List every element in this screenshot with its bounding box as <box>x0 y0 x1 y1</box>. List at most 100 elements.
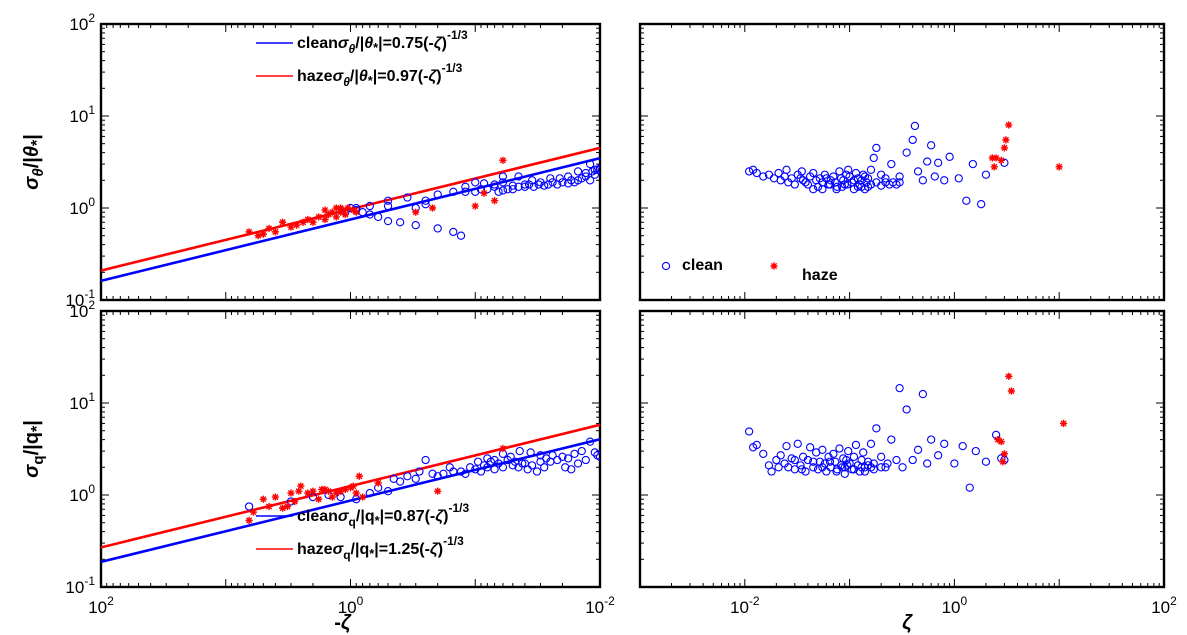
clean-point <box>818 185 827 194</box>
clean-point <box>923 459 932 468</box>
clean-point <box>774 463 783 472</box>
clean-point <box>527 176 537 185</box>
clean-point <box>860 467 870 476</box>
clean-point <box>585 159 595 169</box>
clean-point <box>498 178 508 187</box>
clean-point <box>950 459 959 468</box>
clean-point <box>866 165 876 174</box>
haze-point <box>332 213 340 221</box>
clean-point <box>934 158 943 167</box>
haze-point <box>499 156 507 164</box>
clean-point <box>813 465 823 474</box>
clean-point <box>927 141 936 150</box>
haze-point <box>321 215 329 224</box>
clean-point <box>797 167 806 176</box>
tick-marks <box>640 311 1164 587</box>
haze-point <box>309 218 317 226</box>
clean-point <box>490 465 499 474</box>
clean-point <box>822 467 831 476</box>
haze-point <box>997 438 1005 446</box>
clean-point <box>506 452 515 461</box>
haze-point <box>315 213 323 221</box>
clean-point <box>465 463 475 472</box>
clean-point <box>471 178 480 187</box>
haze-point <box>295 487 303 495</box>
clean-point <box>918 176 928 185</box>
clean-point <box>752 168 761 178</box>
haze-point <box>352 489 360 497</box>
clean-point <box>913 167 923 176</box>
haze-point <box>994 436 1002 444</box>
panel-b: clean haze <box>638 22 1166 302</box>
clean-point <box>581 455 590 465</box>
haze-point <box>287 489 295 497</box>
clean-point <box>913 445 923 454</box>
clean-point <box>849 452 859 461</box>
clean-point <box>433 190 442 199</box>
clean-point <box>851 440 861 450</box>
svg-text:cleanσθ/|θ*|=0.75(-ζ)-1/3: cleanσθ/|θ*|=0.75(-ζ)-1/3 <box>297 28 468 56</box>
tick-marks <box>101 311 600 587</box>
clean-point <box>965 483 974 492</box>
clean-point <box>818 463 827 472</box>
clean-point <box>546 457 555 466</box>
clean-point <box>514 172 523 181</box>
clean-point <box>910 121 920 131</box>
clean-point <box>968 159 978 169</box>
haze-point <box>1000 144 1008 152</box>
plot-area <box>101 146 600 283</box>
clean-point <box>853 182 863 191</box>
clean-point <box>872 143 881 153</box>
clean-point <box>782 165 791 174</box>
haze-point <box>291 497 299 506</box>
clean-point <box>573 167 583 176</box>
series-clean <box>744 384 1009 492</box>
series-haze <box>988 121 1063 171</box>
svg-text:haze: haze <box>802 267 838 284</box>
clean-point <box>923 157 932 166</box>
haze-point <box>332 489 340 497</box>
clean-point <box>421 455 430 465</box>
clean-point <box>421 200 430 209</box>
svg-text:-ζ: -ζ <box>334 612 352 634</box>
svg-text:hazeσq/|q*|=1.25(-ζ)-1/3: hazeσq/|q*|=1.25(-ζ)-1/3 <box>297 534 464 562</box>
haze-point <box>297 482 305 490</box>
clean-point <box>383 487 393 496</box>
haze-point <box>309 487 317 495</box>
tick-marks <box>101 24 600 300</box>
haze-point <box>265 502 273 511</box>
haze-point <box>245 516 253 524</box>
haze-point <box>279 218 287 226</box>
clean-point <box>796 461 805 470</box>
clean-point <box>540 463 549 472</box>
clean-point <box>461 182 470 191</box>
clean-point <box>759 172 768 181</box>
plot-area <box>101 423 600 564</box>
haze-point <box>304 489 312 497</box>
haze-point <box>318 485 326 494</box>
clean-point <box>829 449 838 459</box>
clean-point <box>483 454 492 463</box>
x-axis-label: ζ <box>902 612 913 634</box>
haze-point <box>1055 163 1063 171</box>
clean-point <box>831 457 840 466</box>
legend-marker-clean <box>661 261 671 271</box>
haze-point <box>299 218 307 226</box>
clean-point <box>585 176 595 185</box>
haze-point <box>315 495 323 503</box>
clean-point <box>526 448 535 457</box>
clean-point <box>490 180 499 189</box>
clean-point <box>930 172 939 181</box>
clean-point <box>759 449 768 459</box>
clean-point <box>449 227 458 237</box>
legend: clean haze <box>661 257 838 284</box>
svg-text:σθ/|θ*|: σθ/|θ*| <box>21 134 47 190</box>
haze-point <box>1005 121 1013 129</box>
legend: cleanσθ/|θ*|=0.75(-ζ)-1/3 hazeσθ/|θ*|=0.9… <box>256 28 468 89</box>
clean-point <box>843 180 852 189</box>
clean-point <box>855 467 864 476</box>
haze-point <box>337 487 345 495</box>
clean-point <box>843 461 852 470</box>
clean-point <box>829 172 838 181</box>
haze-point <box>499 444 507 453</box>
